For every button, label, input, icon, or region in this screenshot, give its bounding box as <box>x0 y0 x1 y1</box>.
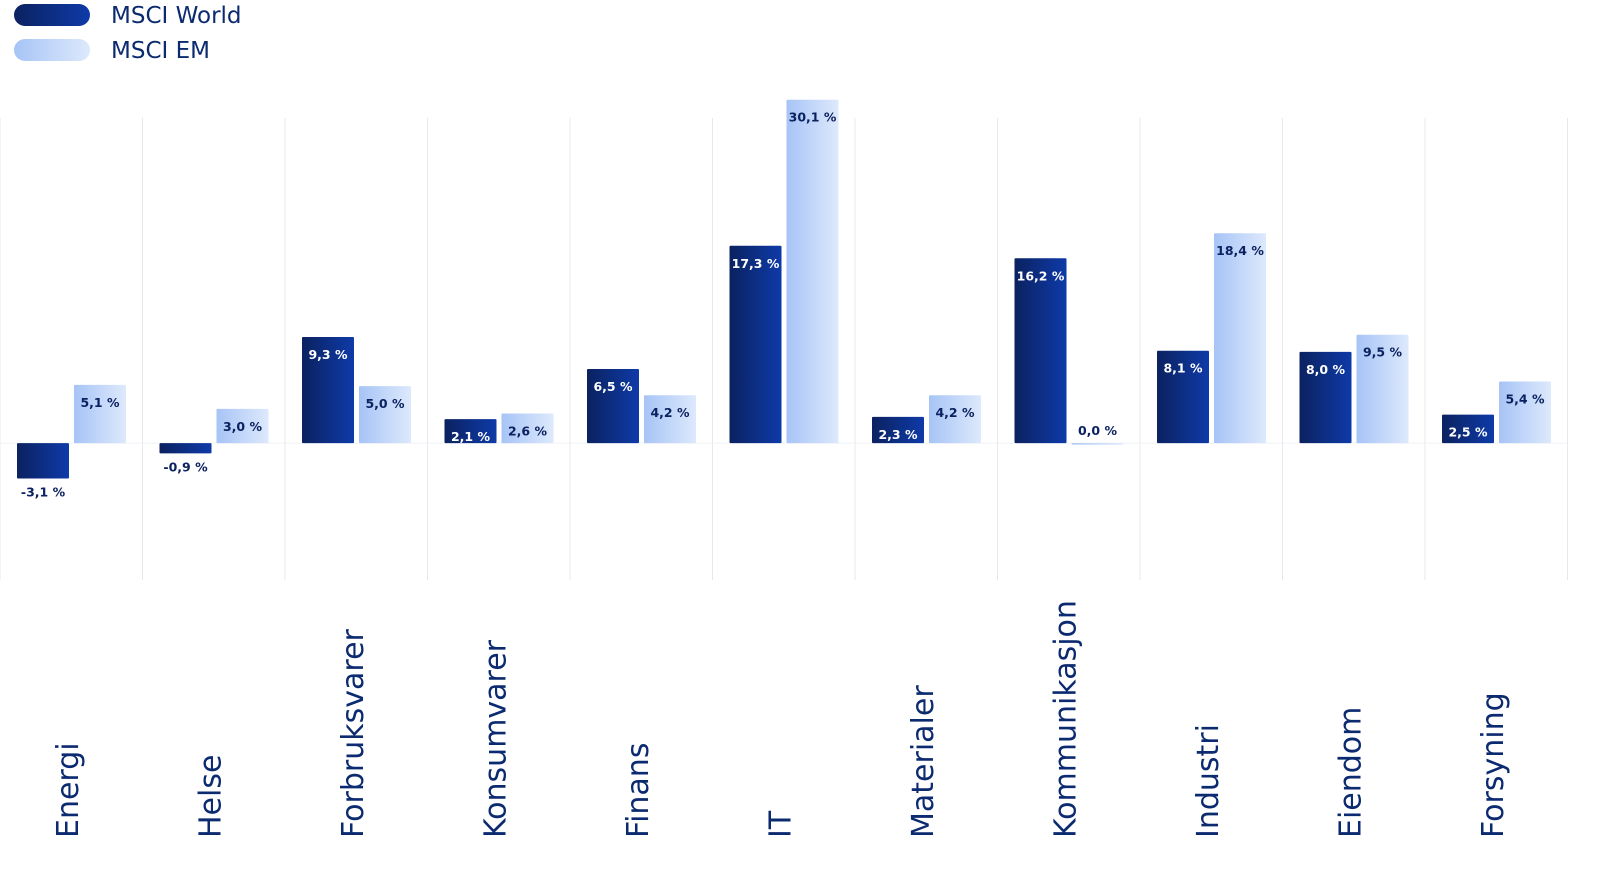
data-label: 4,2 % <box>935 405 974 420</box>
bar <box>159 443 212 454</box>
category-label: Materialer <box>906 685 941 838</box>
bar <box>1071 443 1124 445</box>
data-label: 30,1 % <box>789 110 837 125</box>
bars <box>17 99 1551 479</box>
data-label: 9,5 % <box>1363 345 1402 360</box>
data-label: 2,1 % <box>451 429 490 444</box>
bar <box>359 386 411 444</box>
value-labels: -3,1 % 5,1 % -0,9 % 3,0 % 9,3 % 5,0 % 2,1 % 2,6… <box>21 110 1545 500</box>
category-label: Eiendom <box>1334 707 1369 838</box>
bar <box>1499 381 1551 444</box>
data-label: 5,0 % <box>365 396 404 411</box>
bar <box>929 395 981 444</box>
category-label: Energi <box>51 742 86 838</box>
legend: MSCI World MSCI EM <box>14 3 242 64</box>
category-label: Forbruksvarer <box>336 628 371 838</box>
legend-label: MSCI EM <box>111 38 210 64</box>
bar <box>872 416 924 444</box>
bar <box>644 395 696 444</box>
bar <box>501 413 554 444</box>
bar <box>1157 350 1209 444</box>
data-label: 2,6 % <box>508 423 547 438</box>
legend-swatch <box>14 4 90 26</box>
bar <box>17 443 69 479</box>
category-labels: Energi Helse Forbruksvarer Konsumvarer Finan… <box>51 600 1511 838</box>
category-label: IT <box>764 810 799 838</box>
data-label: 17,3 % <box>732 256 780 271</box>
data-label: 8,0 % <box>1306 362 1345 377</box>
gridlines <box>0 118 1568 580</box>
data-label: 5,1 % <box>80 395 119 410</box>
bar <box>786 99 839 444</box>
data-label: 5,4 % <box>1505 392 1544 407</box>
data-label: 2,5 % <box>1448 425 1487 440</box>
bar <box>302 337 354 444</box>
category-label: Forsyning <box>1476 692 1511 838</box>
category-label: Industri <box>1191 724 1226 838</box>
bar <box>1356 334 1409 444</box>
legend-swatch <box>14 39 90 61</box>
category-label: Konsumvarer <box>479 639 514 838</box>
bar <box>1299 351 1352 444</box>
category-label: Helse <box>194 755 229 838</box>
bar <box>1014 258 1067 444</box>
data-label: 18,4 % <box>1216 243 1264 258</box>
bar <box>216 408 269 444</box>
data-label: 4,2 % <box>650 405 689 420</box>
data-label: 8,1 % <box>1163 361 1202 376</box>
bar <box>1442 414 1494 444</box>
data-label: 3,0 % <box>223 419 262 434</box>
category-label: Finans <box>621 743 656 838</box>
data-label: 16,2 % <box>1017 268 1065 283</box>
data-label: -3,1 % <box>21 484 66 499</box>
legend-label: MSCI World <box>111 3 242 29</box>
bar <box>1214 233 1266 444</box>
bar <box>587 368 639 444</box>
bar <box>444 419 497 444</box>
data-label: 0,0 % <box>1078 423 1117 438</box>
data-label: 2,3 % <box>878 427 917 442</box>
bar <box>729 245 782 444</box>
category-label: Kommunikasjon <box>1049 600 1084 838</box>
data-label: 6,5 % <box>593 379 632 394</box>
data-label: 9,3 % <box>308 347 347 362</box>
data-label: -0,9 % <box>163 459 208 474</box>
bar <box>74 384 126 444</box>
